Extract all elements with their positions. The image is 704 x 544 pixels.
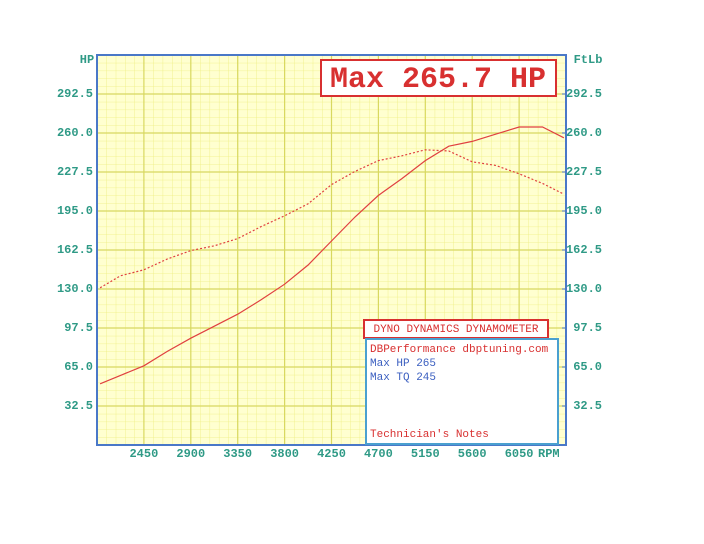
x-tick-label: 2900 — [176, 447, 205, 461]
y-tick-label: 292.5 — [57, 87, 93, 101]
plot-frame — [96, 54, 567, 446]
x-tick-label: 2450 — [129, 447, 158, 461]
y2-tick-label: 97.5 — [573, 321, 602, 335]
y2-tick-label: 32.5 — [573, 399, 602, 413]
x-tick-label: 5600 — [458, 447, 487, 461]
x-axis-label: RPM — [538, 447, 560, 461]
y-tick-label: 195.0 — [57, 204, 93, 218]
chart-title: Max 265.7 HP — [330, 63, 546, 97]
shop-name: DBPerformance dbptuning.com — [370, 344, 549, 356]
y-tick-label: 97.5 — [64, 321, 93, 335]
max-tq: Max TQ 245 — [370, 372, 436, 384]
x-tick-label: 4700 — [364, 447, 393, 461]
y-axis-label: HP — [80, 53, 94, 67]
y2-axis-label: FtLb — [574, 53, 603, 67]
title-box — [320, 59, 557, 97]
info-box-title: DYNO DYNAMICS DYNAMOMETER — [373, 324, 538, 336]
y2-tick-label: 65.0 — [573, 360, 602, 374]
y-tick-label: 162.5 — [57, 243, 93, 257]
x-tick-label: 3350 — [223, 447, 252, 461]
series-line — [99, 149, 565, 289]
y-tick-label: 65.0 — [64, 360, 93, 374]
x-tick-label: 6050 — [505, 447, 534, 461]
y2-tick-label: 227.5 — [566, 165, 602, 179]
series-line — [99, 126, 565, 385]
y2-tick-label: 162.5 — [566, 243, 602, 257]
y-tick-label: 130.0 — [57, 282, 93, 296]
technician-notes: Technician's Notes — [370, 429, 489, 441]
y2-tick-label: 130.0 — [566, 282, 602, 296]
y-tick-label: 260.0 — [57, 126, 93, 140]
x-tick-label: 4250 — [317, 447, 346, 461]
max-hp: Max HP 265 — [370, 358, 436, 370]
y-tick-label: 227.5 — [57, 165, 93, 179]
info-box — [365, 338, 559, 445]
y-tick-label: 32.5 — [64, 399, 93, 413]
y2-tick-label: 260.0 — [566, 126, 602, 140]
y2-tick-label: 195.0 — [566, 204, 602, 218]
x-tick-label: 5150 — [411, 447, 440, 461]
x-tick-label: 3800 — [270, 447, 299, 461]
y2-tick-label: 292.5 — [566, 87, 602, 101]
